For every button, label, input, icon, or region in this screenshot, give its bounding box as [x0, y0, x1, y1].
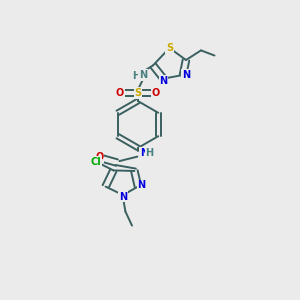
- Text: N: N: [159, 76, 168, 86]
- Text: H: H: [145, 148, 154, 158]
- Text: N: N: [137, 180, 146, 190]
- Text: Cl: Cl: [91, 157, 101, 167]
- Text: N: N: [140, 148, 148, 158]
- Text: O: O: [116, 88, 124, 98]
- Text: N: N: [139, 70, 147, 80]
- Text: S: S: [166, 43, 173, 53]
- Text: H: H: [132, 70, 141, 81]
- Text: N: N: [119, 191, 127, 202]
- Text: S: S: [134, 88, 142, 98]
- Text: N: N: [182, 70, 190, 80]
- Text: O: O: [152, 88, 160, 98]
- Text: O: O: [95, 152, 104, 162]
